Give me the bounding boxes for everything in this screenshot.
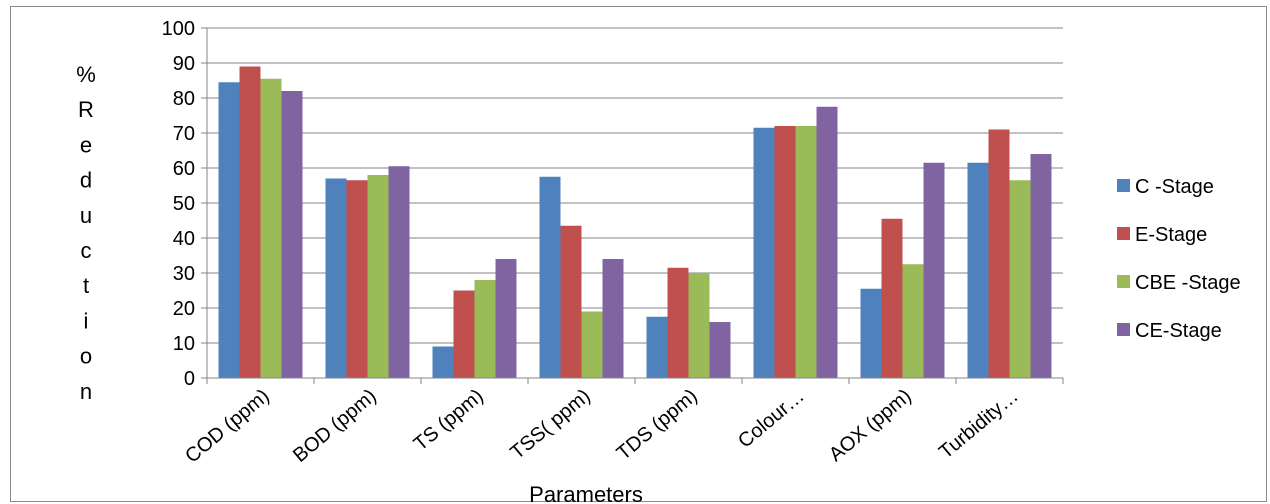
bar-2-4 — [560, 225, 582, 378]
y-axis-title-char: n — [80, 379, 92, 404]
bar-2-8 — [988, 129, 1010, 378]
y-tick-label: 50 — [173, 193, 195, 215]
y-axis-title-char: c — [81, 238, 92, 263]
bar-1-6 — [753, 127, 775, 378]
y-axis-title-char: u — [80, 203, 92, 228]
x-tick-label: AOX (ppm) — [825, 385, 916, 466]
y-axis-title-char: o — [80, 344, 92, 369]
x-tick-label: TSS( ppm) — [507, 385, 595, 464]
bar-1-2 — [325, 178, 347, 378]
y-tick-label: 20 — [173, 298, 195, 320]
bar-3-6 — [795, 126, 817, 378]
legend-swatch — [1117, 179, 1130, 192]
y-axis-title-char: R — [78, 97, 94, 122]
bar-1-1 — [218, 82, 240, 378]
bar-1-3 — [432, 346, 454, 378]
bar-3-4 — [581, 311, 603, 378]
bar-2-6 — [774, 126, 796, 378]
legend-swatch — [1117, 323, 1130, 336]
y-axis-title-char: d — [80, 168, 92, 193]
bar-4-5 — [709, 322, 731, 378]
legend-label: CBE -Stage — [1135, 272, 1241, 294]
legend-label: CE-Stage — [1135, 320, 1222, 342]
y-tick-label: 40 — [173, 228, 195, 250]
bar-4-1 — [281, 91, 303, 378]
bar-3-8 — [1009, 180, 1031, 378]
legend-swatch — [1117, 227, 1130, 240]
x-tick-label: BOD (ppm) — [289, 385, 381, 467]
y-tick-label: 30 — [173, 263, 195, 285]
bar-4-6 — [816, 106, 838, 378]
y-tick-label: 0 — [184, 368, 195, 390]
y-tick-label: 80 — [173, 88, 195, 110]
x-axis-title: Parameters — [529, 482, 643, 504]
bar-1-5 — [646, 316, 668, 378]
bar-4-4 — [602, 259, 624, 378]
bar-3-1 — [260, 78, 282, 378]
bar-3-5 — [688, 273, 710, 378]
y-tick-label: 60 — [173, 158, 195, 180]
y-tick-label: 70 — [173, 123, 195, 145]
y-axis-title-char: e — [80, 132, 92, 157]
y-tick-label: 10 — [173, 333, 195, 355]
x-tick-label: Colour… — [734, 385, 809, 453]
y-axis-title-char: t — [83, 273, 89, 298]
x-tick-label: TDS (ppm) — [613, 385, 702, 465]
legend-label: E-Stage — [1135, 224, 1207, 246]
y-axis-title-char: % — [76, 62, 96, 87]
bar-1-7 — [860, 288, 882, 378]
y-axis-title-char: i — [84, 308, 89, 333]
bar-2-3 — [453, 290, 475, 378]
bar-3-7 — [902, 264, 924, 378]
legend: C -Stage E-Stage CBE -Stage CE-Stage — [1117, 176, 1241, 342]
bar-1-4 — [539, 176, 561, 378]
bar-2-2 — [346, 180, 368, 378]
x-tick-label: COD (ppm) — [181, 385, 273, 468]
bar-4-3 — [495, 259, 517, 378]
x-tick-label: Turbidity… — [935, 385, 1023, 464]
bar-4-7 — [923, 162, 945, 378]
y-tick-label: 100 — [162, 18, 195, 40]
bar-3-3 — [474, 280, 496, 378]
bars — [218, 66, 1052, 378]
y-tick-label: 90 — [173, 53, 195, 75]
chart-frame — [10, 6, 1267, 502]
legend-label: C -Stage — [1135, 176, 1214, 198]
bar-2-7 — [881, 218, 903, 378]
bar-4-2 — [388, 166, 410, 378]
bar-3-2 — [367, 175, 389, 378]
bar-2-5 — [667, 267, 689, 378]
bar-1-8 — [967, 162, 989, 378]
bar-4-8 — [1030, 154, 1052, 378]
x-tick-label: TS (ppm) — [410, 385, 488, 455]
bar-2-1 — [239, 66, 261, 378]
legend-swatch — [1117, 275, 1130, 288]
